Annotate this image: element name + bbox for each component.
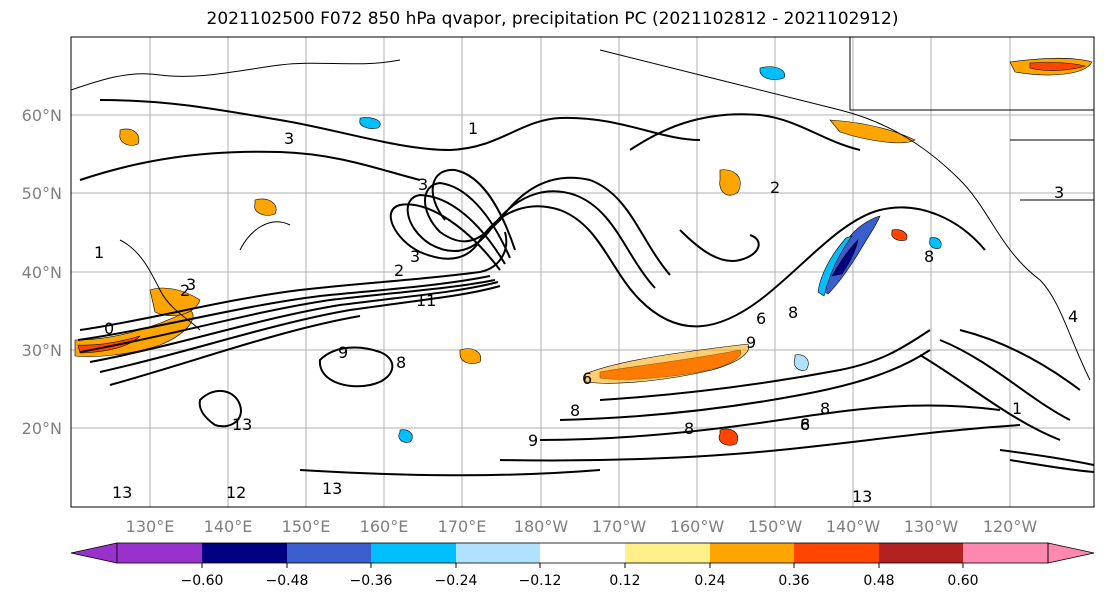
colorbar-tick-label: 0.36 [778,573,809,589]
negative-precip-fringe [817,235,853,297]
contour-label: 8 [396,353,406,372]
colorbar-segment [540,543,625,563]
negative-precip-tropics [398,429,413,443]
positive-precip-tropical-spot [718,428,739,446]
colorbar-tick-label: 0.12 [609,573,640,589]
colorbar-segment [963,543,1048,563]
lon-label: 120°W [983,517,1038,536]
colorbar-tick-label: −0.12 [519,573,562,589]
contour-label: 4 [1068,307,1078,326]
qvapor-contours [77,99,1094,477]
negative-precip-japan [359,117,381,129]
contour-label: 6 [756,309,766,328]
contour-label: 1 [468,119,478,138]
contour-label: 2 [770,178,780,197]
contour-label: 1 [1012,399,1022,418]
contour-label: 3 [284,129,294,148]
contour-label: 8 [820,399,830,418]
colorbar-segment [710,543,794,563]
colorbar-tick-label: 0.48 [863,573,894,589]
lat-label: 30°N [22,341,62,360]
contour-label: 11 [416,291,436,310]
contour-label: 8 [800,415,810,434]
contour-label: 0 [104,319,114,338]
colorbar-frame [116,542,1049,564]
lon-label: 170°E [438,517,487,536]
latitude-labels: 60°N 50°N 40°N 30°N 20°N [22,106,62,438]
contour-label: 13 [232,415,252,434]
positive-precip-canada-core [1029,62,1087,71]
contour-label: 13 [852,487,872,506]
lon-label: 160°W [670,517,725,536]
colorbar-arrow-left [70,542,118,564]
positive-precip-alaska-panhandle [829,119,916,144]
contour-label: 2 [180,281,190,300]
contour-label: 8 [788,303,798,322]
lon-label: 170°W [592,517,647,536]
colorbar-tick-label: −0.36 [350,573,393,589]
colorbar-tick-label: 0.24 [694,573,725,589]
lon-label: 150°E [282,517,331,536]
contour-label: 2 [394,261,404,280]
contour-label: 6 [582,369,592,388]
lat-label: 20°N [22,419,62,438]
contour-label: 3 [418,175,428,194]
colorbar-segment [625,543,710,563]
lon-label: 130°W [904,517,959,536]
precip-shading [74,57,1093,446]
contour-labels: 3 3 3 2 2 1 1 2 3 11 0 9 8 6 9 8 8 8 13 … [94,119,1078,506]
lon-label: 130°E [126,517,175,536]
colorbar-arrow-right [1047,542,1095,564]
colorbar-tick-label: −0.24 [435,573,478,589]
positive-precip-aleutian [459,348,482,364]
lat-label: 40°N [22,263,62,282]
colorbar-segment [117,543,202,563]
colorbar-segment [456,543,540,563]
colorbar-tick-label: −0.60 [181,573,224,589]
longitude-labels: 130°E 140°E 150°E 160°E 170°E 180°W 170°… [126,517,1038,536]
lon-label: 150°W [748,517,803,536]
colorbar-tick-label: 0.60 [947,573,978,589]
map-frame [70,36,1095,508]
contour-label: 9 [338,343,348,362]
contour-label: 1 [94,243,104,262]
negative-precip-alaska [759,66,786,80]
positive-precip-bering [719,169,741,196]
coastlines [71,37,1094,381]
lon-label: 140°E [204,517,253,536]
colorbar-segment [879,543,963,563]
contour-label: 8 [570,401,580,420]
strong-negative-precip-core [831,239,859,277]
positive-precip-bc-coast [891,229,908,241]
negative-precip-east-pacific [793,354,809,371]
contour-label: 13 [112,483,132,502]
colorbar-segment [794,543,879,563]
lat-label: 60°N [22,106,62,125]
colorbar-segment [202,543,287,563]
contour-label: 6 [800,415,810,434]
positive-precip-siberia-2 [254,198,277,216]
contour-label: 3 [186,275,196,294]
contour-label: 12 [226,483,246,502]
colorbar-segment [287,543,371,563]
lat-label: 50°N [22,184,62,203]
positive-precip-siberia [119,128,140,146]
map-title: 2021102500 F072 850 hPa qvapor, precipit… [206,9,899,29]
lon-label: 180°W [514,517,569,536]
contour-label: 3 [1054,183,1064,202]
contour-label: 9 [746,333,756,352]
colorbar-segment [371,543,456,563]
contour-label: 8 [924,247,934,266]
contour-label: 13 [322,479,342,498]
lon-label: 160°E [360,517,409,536]
positive-precip-band-fringe [584,343,750,384]
contour-label: 3 [410,247,420,266]
colorbar: −0.60 −0.48 −0.36 −0.24 −0.12 0.12 0.24 … [70,542,1095,589]
contour-label: 8 [684,419,694,438]
lon-label: 140°W [826,517,881,536]
colorbar-tick-label: −0.48 [266,573,309,589]
contour-label: 9 [528,431,538,450]
negative-precip-pacific-nw [929,237,942,249]
